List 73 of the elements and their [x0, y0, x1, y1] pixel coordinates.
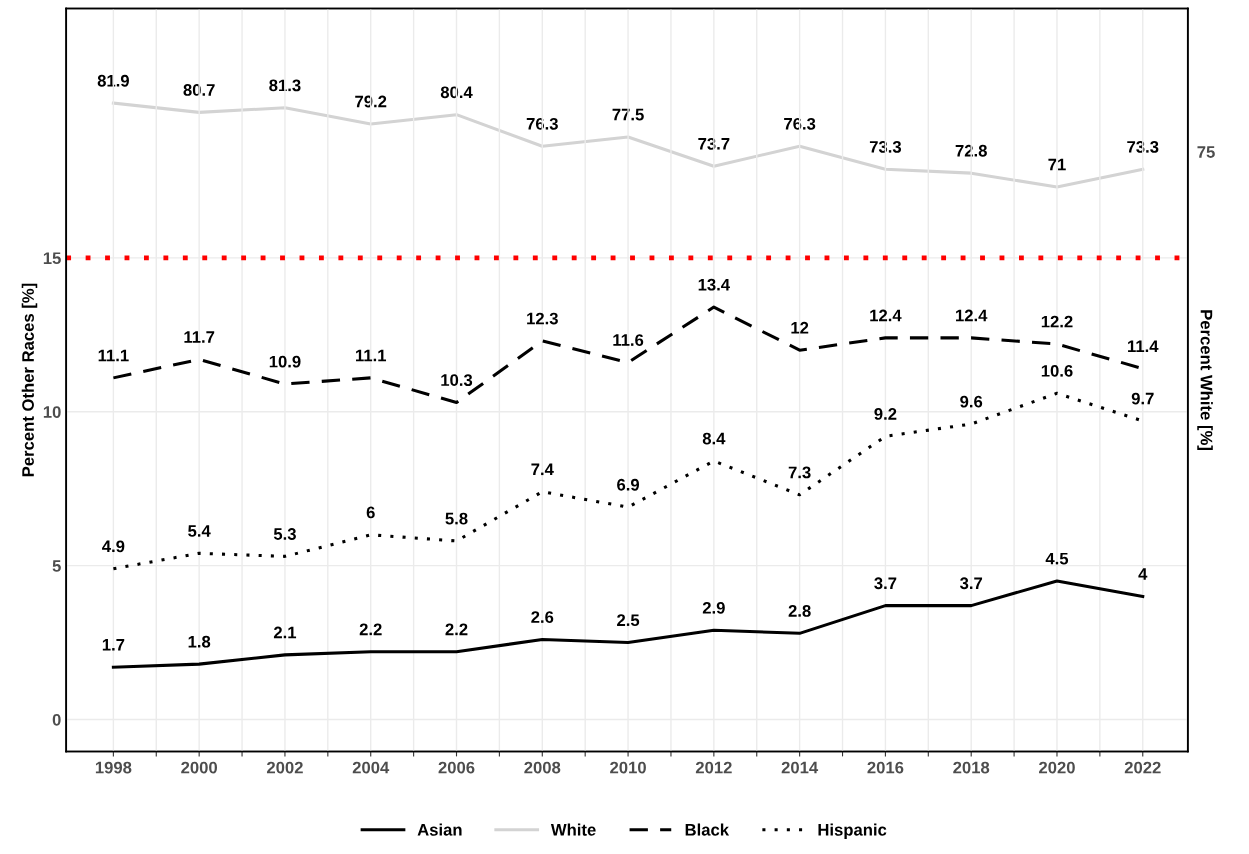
x-tick-label: 1998 — [95, 761, 132, 774]
data-label: 11.7 — [184, 331, 215, 343]
data-label: 10.3 — [441, 374, 473, 387]
data-label: 9.7 — [1131, 392, 1154, 405]
data-label: 81.9 — [97, 74, 129, 87]
data-label: 11.1 — [356, 349, 387, 362]
data-label: 1.7 — [102, 639, 125, 651]
x-tick-label: 2020 — [1039, 761, 1075, 774]
x-tick-label: 2006 — [438, 761, 475, 774]
data-label: 8.4 — [702, 432, 726, 445]
data-label: 4 — [1138, 568, 1148, 580]
data-label: 79.2 — [355, 95, 387, 108]
data-label: 3.7 — [960, 577, 983, 590]
data-label: 13.4 — [698, 278, 730, 291]
legend-label: Hispanic — [818, 823, 887, 839]
data-label: 80.7 — [183, 84, 215, 96]
data-label: 9.2 — [874, 408, 897, 420]
data-label: 77.5 — [612, 108, 644, 121]
data-label: 10.9 — [269, 355, 301, 368]
x-tick-label: 2002 — [266, 761, 303, 774]
data-label: 11.1 — [98, 349, 129, 362]
data-label: 2.2 — [359, 623, 382, 636]
legend-label: Asian — [417, 823, 462, 836]
data-label: 2.6 — [531, 611, 554, 623]
data-label: 11.6 — [613, 334, 644, 346]
y2-axis-title: Percent White [%] — [1197, 310, 1213, 450]
data-label: 11.4 — [1128, 340, 1159, 352]
y-tick-label: 5 — [52, 560, 61, 572]
data-label: 10.6 — [1041, 364, 1073, 377]
x-tick-label: 2014 — [781, 761, 819, 774]
legend-label: White — [550, 823, 596, 836]
data-label: 76.3 — [526, 117, 558, 130]
y-tick-label: 10 — [43, 406, 61, 418]
data-label: 1.8 — [188, 635, 211, 648]
x-tick-label: 2018 — [953, 761, 990, 774]
data-label: 12 — [791, 321, 809, 334]
data-label: 2.8 — [788, 605, 811, 617]
text: 75 — [1197, 146, 1215, 158]
data-label: 5.8 — [445, 512, 468, 525]
data-label: 12.4 — [956, 309, 988, 322]
x-tick-label: 2008 — [524, 761, 561, 774]
data-label: 2.1 — [273, 626, 297, 639]
data-label: 7.4 — [531, 463, 554, 476]
data-label: 71 — [1048, 158, 1066, 171]
data-label: 5.3 — [273, 528, 296, 540]
data-label: 9.6 — [960, 395, 983, 408]
data-label: 73.3 — [1127, 140, 1159, 153]
data-label: 12.4 — [870, 309, 902, 322]
data-label: 3.7 — [874, 577, 897, 590]
data-label: 2.5 — [617, 614, 640, 627]
data-label: 2.2 — [445, 623, 468, 636]
x-tick-label: 2012 — [695, 761, 732, 774]
data-label: 4.9 — [102, 540, 125, 553]
data-label: 81.3 — [269, 79, 301, 92]
data-label: 6.9 — [617, 478, 640, 491]
x-tick-label: 2010 — [610, 761, 646, 774]
x-tick-label: 2022 — [1124, 761, 1161, 774]
y-axis-title: Percent Other Races [%] — [21, 283, 38, 477]
data-label: 72.8 — [955, 144, 987, 157]
data-label: 5.4 — [188, 525, 211, 537]
x-tick-label: 2000 — [181, 761, 218, 774]
x-tick-label: 2004 — [352, 761, 390, 774]
data-label: 12.2 — [1041, 315, 1073, 328]
x-tick-label: 2016 — [867, 761, 904, 774]
data-label: 4.5 — [1045, 552, 1069, 565]
y-tick-label: 0 — [52, 713, 61, 726]
data-label: 2.9 — [702, 601, 725, 614]
legend-label: Black — [685, 823, 730, 836]
data-label: 6 — [366, 506, 375, 519]
data-label: 12.3 — [527, 312, 558, 325]
data-label: 7.3 — [788, 466, 811, 479]
data-label: 73.7 — [698, 137, 730, 150]
y-tick-label: 15 — [43, 252, 61, 265]
